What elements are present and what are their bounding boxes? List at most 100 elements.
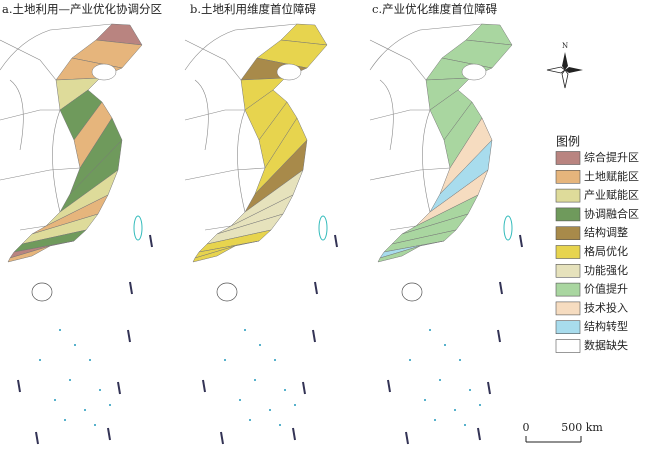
bohai-sea	[276, 63, 302, 81]
legend-swatch	[555, 226, 581, 240]
legend-swatch	[555, 207, 581, 222]
region	[192, 245, 236, 263]
province-border	[184, 167, 266, 181]
sea-boundary	[405, 431, 409, 445]
island	[269, 409, 271, 411]
province-border	[0, 167, 81, 181]
province-border	[422, 109, 431, 213]
map-panel	[369, 23, 523, 445]
province-border	[369, 167, 451, 181]
region	[7, 245, 51, 263]
scale-bar	[525, 436, 582, 443]
island	[59, 329, 61, 331]
island	[479, 404, 481, 406]
province-border	[19, 225, 47, 231]
sea-boundary	[519, 234, 523, 248]
legend-swatch	[555, 245, 581, 259]
island	[224, 359, 226, 361]
scale-length: 500 km	[561, 421, 603, 434]
legend-swatch	[555, 151, 581, 165]
province-border	[379, 79, 394, 151]
sea-boundary	[487, 381, 491, 395]
legend-swatch	[555, 170, 581, 184]
island	[109, 404, 111, 406]
panel-title: c.产业优化维度首位障碍	[372, 2, 498, 16]
sea-boundary	[499, 281, 503, 295]
legend-label: 综合提升区	[584, 150, 639, 164]
island	[444, 344, 446, 346]
province-border	[0, 23, 113, 71]
hainan	[216, 282, 238, 302]
region	[377, 245, 421, 263]
legend-title: 图例	[556, 135, 580, 149]
island	[94, 424, 96, 426]
taiwan	[503, 215, 513, 241]
bohai-sea	[461, 63, 487, 81]
sea-boundary	[17, 379, 21, 393]
hainan	[31, 282, 53, 302]
province-border	[184, 23, 298, 71]
province-border	[237, 109, 246, 213]
sea-boundary	[497, 329, 501, 343]
sea-boundary	[477, 427, 481, 441]
island	[64, 419, 66, 421]
legend-swatch	[555, 320, 581, 335]
province-border	[184, 39, 242, 81]
province-border	[204, 225, 232, 231]
island	[284, 389, 286, 391]
province-border	[389, 225, 417, 231]
sea-boundary	[314, 281, 318, 295]
sea-boundary	[334, 234, 338, 248]
legend-label: 土地赋能区	[584, 169, 639, 183]
sea-boundary	[117, 381, 121, 395]
province-border	[369, 39, 427, 81]
legend-label: 结构调整	[584, 225, 628, 239]
sea-boundary	[202, 379, 206, 393]
map-panel	[0, 23, 153, 445]
legend-swatch	[555, 339, 581, 353]
province-border	[194, 79, 209, 151]
scale-zero: 0	[523, 421, 530, 434]
island	[254, 379, 256, 381]
island	[89, 359, 91, 361]
island	[409, 359, 411, 361]
legend-swatch	[555, 282, 581, 297]
island	[279, 424, 281, 426]
island	[459, 359, 461, 361]
map-panel	[184, 23, 338, 445]
legend-label: 功能强化	[584, 263, 628, 277]
island	[294, 404, 296, 406]
sea-boundary	[149, 234, 153, 248]
island	[259, 344, 261, 346]
legend-swatch	[555, 188, 581, 203]
legend-label: 价值提升	[584, 283, 628, 296]
island	[274, 359, 276, 361]
hainan	[401, 282, 423, 302]
island	[439, 379, 441, 381]
province-border	[369, 23, 483, 71]
sea-boundary	[127, 329, 131, 343]
island	[244, 329, 246, 331]
legend-label: 数据缺失	[584, 338, 628, 352]
north-label: N	[562, 42, 568, 50]
island	[69, 379, 71, 381]
sea-boundary	[129, 281, 133, 295]
taiwan	[318, 215, 328, 241]
north-arrow	[546, 52, 583, 89]
bohai-sea	[91, 63, 117, 81]
sea-boundary	[387, 379, 391, 393]
island	[84, 409, 86, 411]
sea-boundary	[220, 431, 224, 445]
legend-label: 格局优化	[584, 244, 628, 258]
legend-label: 协调融合区	[584, 206, 639, 220]
island	[469, 389, 471, 391]
island	[54, 399, 56, 401]
island	[424, 399, 426, 401]
legend-label: 产业赋能区	[584, 188, 639, 202]
island	[434, 419, 436, 421]
sea-boundary	[35, 431, 39, 445]
panel-title: b.土地利用维度首位障碍	[190, 2, 317, 16]
legend-swatch	[555, 301, 581, 316]
province-border	[9, 79, 24, 151]
sea-boundary	[292, 427, 296, 441]
